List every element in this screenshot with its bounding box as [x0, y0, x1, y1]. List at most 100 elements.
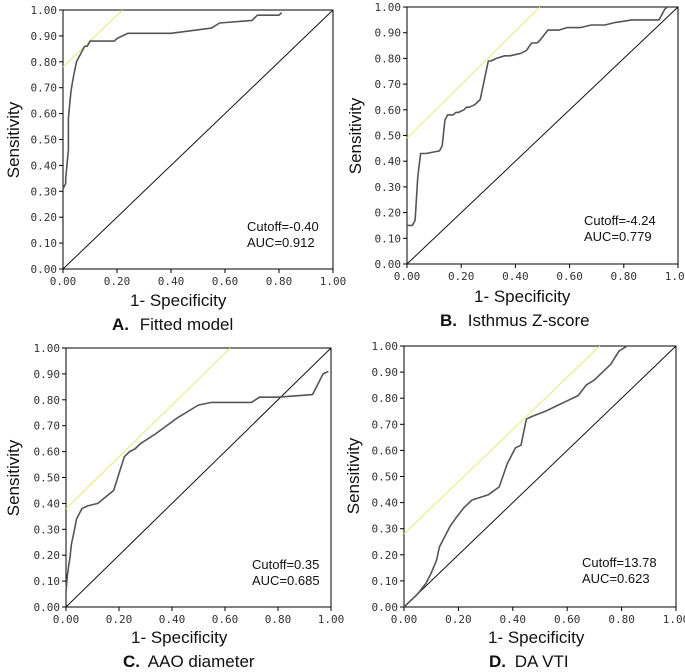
x-tick-label: 0.00	[394, 270, 421, 283]
y-tick-label: 0.90	[31, 30, 58, 43]
x-tick-label: 0.20	[106, 613, 133, 626]
x-tick-label: 1.00	[318, 613, 345, 626]
reference-curve	[65, 347, 332, 608]
y-tick-label: 0.30	[34, 523, 61, 536]
y-tick-label: 0.70	[34, 420, 61, 433]
x-tick-label: 0.40	[158, 275, 185, 288]
y-tick-label: 0.10	[372, 575, 399, 588]
roc-curve	[403, 345, 628, 608]
reference-curve	[403, 345, 677, 608]
y-tick-label: 1.00	[372, 340, 399, 353]
y-tick-label: 0.00	[34, 601, 61, 614]
panel-name: AAO diameter	[148, 652, 255, 671]
auc-annotation: AUC=0.623	[582, 571, 650, 586]
y-tick-label: 0.20	[34, 549, 61, 562]
panel-caption: C. AAO diameter	[123, 652, 255, 671]
auc-annotation: AUC=0.685	[252, 573, 320, 588]
y-tick-label: 0.70	[375, 78, 402, 91]
y-tick-label: 0.10	[375, 232, 402, 245]
x-tick-label: 1.00	[663, 613, 685, 626]
tangent-curve	[62, 9, 123, 68]
reference-curve	[62, 9, 334, 270]
roc-curve	[65, 370, 329, 592]
x-axis-label: 1- Specificity	[474, 287, 571, 306]
y-tick-label: 0.60	[34, 446, 61, 459]
y-tick-label: 0.80	[372, 392, 399, 405]
panel-letter: D.	[489, 652, 506, 671]
x-tick-label: 0.60	[554, 613, 581, 626]
x-tick-label: 0.80	[611, 270, 638, 283]
y-tick-label: 0.00	[372, 601, 399, 614]
x-axis-label: 1- Specificity	[130, 291, 227, 310]
x-tick-label: 0.40	[500, 613, 527, 626]
x-axis-label: 1- Specificity	[488, 628, 585, 647]
y-tick-label: 1.00	[34, 342, 61, 355]
roc-curve	[62, 12, 283, 190]
y-tick-label: 0.60	[31, 108, 58, 121]
tangent-curve	[403, 345, 601, 535]
panel-d: 0.00 0.10 0.20 0.30 0.40 0.50 0.60 0.70 0.80 0.90…	[344, 340, 685, 671]
panel-caption: B. Isthmus Z-score	[440, 311, 590, 330]
x-tick-label: 0.20	[448, 270, 475, 283]
x-tick-label: 0.20	[104, 275, 131, 288]
y-tick-label: 0.30	[31, 185, 58, 198]
panel-caption: A. Fitted model	[112, 315, 233, 334]
cutoff-annotation: Cutoff=-0.40	[247, 219, 319, 234]
y-tick-label: 0.80	[34, 394, 61, 407]
cutoff-annotation: Cutoff=-4.24	[584, 213, 656, 228]
x-tick-label: 0.20	[445, 613, 472, 626]
panel-b: 0.00 0.10 0.20 0.30 0.40 0.50 0.60 0.70 0.80 0.90…	[346, 1, 685, 330]
y-tick-label: 0.90	[375, 27, 402, 40]
tangent-curve	[406, 6, 541, 139]
y-tick-label: 0.60	[372, 444, 399, 457]
y-tick-label: 0.50	[34, 472, 61, 485]
y-tick-label: 0.40	[34, 497, 61, 510]
x-axis-label: 1- Specificity	[131, 628, 228, 647]
y-tick-label: 0.60	[375, 104, 402, 117]
y-tick-label: 0.50	[372, 471, 399, 484]
panel-letter: A.	[112, 315, 129, 334]
y-tick-label: 0.90	[34, 368, 61, 381]
y-tick-label: 0.80	[31, 56, 58, 69]
x-tick-label: 0.00	[391, 613, 418, 626]
y-axis-label: Sensitivity	[344, 437, 363, 514]
x-tick-label: 0.00	[53, 613, 80, 626]
x-tick-label: 0.60	[556, 270, 583, 283]
x-tick-label: 0.60	[212, 275, 239, 288]
cutoff-annotation: Cutoff=0.35	[252, 557, 319, 572]
y-tick-label: 0.50	[375, 130, 402, 143]
panel-c: 0.00 0.10 0.20 0.30 0.40 0.50 0.60 0.70 0.80 0.90…	[4, 342, 344, 671]
y-tick-label: 1.00	[375, 1, 402, 14]
y-tick-label: 0.70	[31, 82, 58, 95]
panel-letter: B.	[440, 311, 457, 330]
panel-name: DA VTI	[515, 652, 569, 671]
x-tick-label: 0.40	[159, 613, 186, 626]
x-tick-label: 1.00	[320, 275, 347, 288]
y-tick-label: 0.40	[375, 155, 402, 168]
x-tick-label: 0.60	[212, 613, 239, 626]
y-tick-label: 0.20	[375, 207, 402, 220]
y-tick-label: 1.00	[31, 4, 58, 17]
x-tick-label: 0.80	[608, 613, 635, 626]
y-tick-label: 0.30	[372, 523, 399, 536]
y-tick-label: 0.20	[372, 549, 399, 562]
y-tick-label: 0.10	[31, 237, 58, 250]
auc-annotation: AUC=0.912	[247, 235, 315, 250]
cutoff-annotation: Cutoff=13.78	[582, 555, 657, 570]
panel-a: 0.00 0.10 0.20 0.30 0.40 0.50 0.60 0.70 0.80 0.90…	[4, 4, 346, 334]
y-axis-label: Sensitivity	[346, 97, 365, 174]
x-tick-label: 0.80	[266, 275, 293, 288]
y-axis-label: Sensitivity	[4, 439, 23, 516]
roc-curve	[407, 6, 668, 227]
y-tick-label: 0.20	[31, 211, 58, 224]
y-tick-label: 0.10	[34, 575, 61, 588]
panel-letter: C.	[123, 652, 140, 671]
y-axis-label: Sensitivity	[4, 101, 23, 178]
panel-name: Isthmus Z-score	[468, 311, 590, 330]
y-tick-label: 0.80	[375, 52, 402, 65]
y-tick-label: 0.50	[31, 134, 58, 147]
x-tick-label: 0.80	[265, 613, 292, 626]
panel-name: Fitted model	[140, 315, 234, 334]
y-tick-label: 0.00	[31, 263, 58, 276]
